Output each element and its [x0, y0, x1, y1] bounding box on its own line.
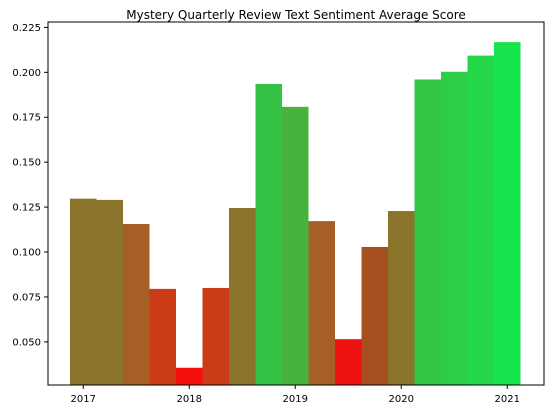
plot-frame [47, 21, 545, 386]
y-tick-label: 0.175 [12, 113, 41, 124]
bar-2017-q4 [149, 288, 176, 385]
bar-2017-q1 [70, 198, 97, 385]
chart-title: Mystery Quarterly Review Text Sentiment … [126, 8, 466, 22]
y-tick-label: 0.125 [12, 203, 41, 214]
x-tick-label: 2018 [177, 394, 202, 405]
y-tick-label: 0.225 [12, 23, 41, 34]
bar-2021-q1 [494, 42, 521, 385]
y-tick-label: 0.200 [12, 68, 41, 79]
y-axis: 0.050 0.075 0.100 0.125 0.150 0.175 0.200 0.225 [12, 23, 48, 348]
bar-2020-q4 [467, 55, 494, 385]
bar-2020-q2 [414, 79, 441, 385]
x-tick-label: 2017 [71, 394, 96, 405]
bar-2017-q3 [123, 223, 150, 385]
bar-2019-q2 [308, 221, 335, 385]
bar-2019-q4 [361, 246, 388, 385]
bar-2018-q2 [202, 287, 229, 385]
bar-2018-q3 [229, 207, 256, 385]
bar-2019-q1 [282, 106, 309, 385]
bar-2018-q1 [176, 367, 203, 385]
x-tick-label: 2020 [389, 394, 414, 405]
bar-2020-q1 [388, 211, 415, 385]
x-axis: 2017 2018 2019 2020 2021 [71, 385, 520, 405]
bar-2018-q4 [255, 84, 282, 385]
y-tick-label: 0.050 [12, 337, 41, 348]
x-tick-label: 2021 [495, 394, 520, 405]
bar-2020-q3 [441, 71, 468, 385]
bar-2019-q3 [335, 339, 362, 385]
y-tick-label: 0.100 [12, 248, 41, 259]
bars-group [70, 42, 521, 385]
x-tick-label: 2019 [283, 394, 308, 405]
bar-2017-q2 [96, 199, 123, 385]
y-tick-label: 0.075 [12, 292, 41, 303]
y-tick-label: 0.150 [12, 158, 41, 169]
